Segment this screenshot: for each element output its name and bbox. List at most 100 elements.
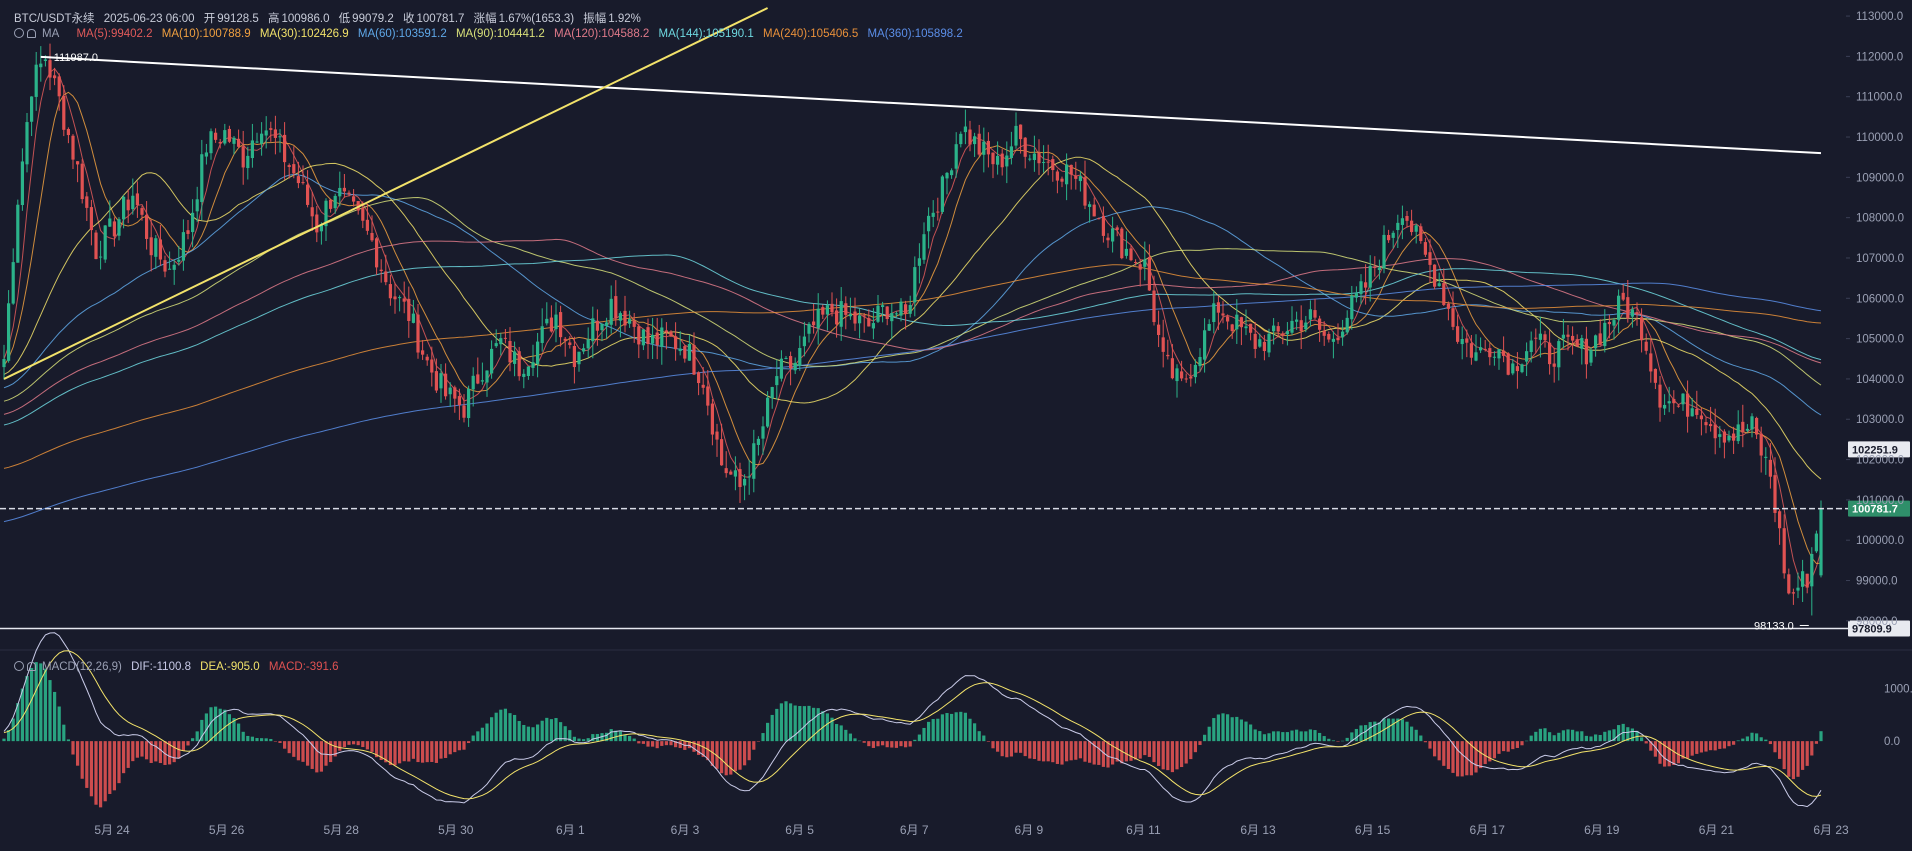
time-axis-label: 6月 15 xyxy=(1355,823,1391,837)
macd-histogram-bar xyxy=(1437,741,1441,761)
candle-body xyxy=(605,322,609,327)
candle-body xyxy=(462,405,466,418)
candle-body xyxy=(683,346,687,359)
candle-body xyxy=(503,337,507,339)
macd-histogram-bar xyxy=(1819,731,1823,742)
macd-histogram-bar xyxy=(48,680,52,742)
candle-body xyxy=(467,388,471,419)
bell-icon[interactable] xyxy=(27,29,36,38)
macd-histogram-bar xyxy=(701,741,705,757)
candle-body xyxy=(1626,297,1630,319)
symbol[interactable]: BTC/USDT永续 xyxy=(14,13,95,25)
candle-body xyxy=(1607,321,1611,325)
candle-body xyxy=(1483,348,1487,350)
macd-histogram-bar xyxy=(1129,741,1133,761)
macd-histogram-bar xyxy=(1239,719,1243,742)
macd-histogram-bar xyxy=(1212,718,1216,742)
macd-histogram-bar xyxy=(94,741,98,805)
candle-body xyxy=(641,329,645,346)
macd-histogram-bar xyxy=(204,713,208,742)
candle-body xyxy=(241,146,245,168)
candle-body xyxy=(1157,324,1161,335)
macd-histogram-bar xyxy=(1028,741,1032,759)
candle-body xyxy=(701,384,705,388)
candle-body xyxy=(1474,352,1478,361)
candle-body xyxy=(264,130,268,136)
macd-histogram-bar xyxy=(53,691,57,742)
candle-body xyxy=(839,301,843,327)
bell-icon[interactable] xyxy=(27,662,36,671)
candle-body xyxy=(802,336,806,347)
macd-histogram-bar xyxy=(1497,741,1501,754)
candle-body xyxy=(977,133,981,155)
open-label: 开 xyxy=(203,13,216,25)
candle-body xyxy=(237,138,241,147)
candle-body xyxy=(655,332,659,346)
candle-body xyxy=(1446,303,1450,309)
candle-body xyxy=(117,219,121,236)
price-tick-label: 113000.0 xyxy=(1856,11,1903,23)
candle-body xyxy=(1400,218,1404,225)
eye-icon[interactable] xyxy=(14,28,24,38)
price-tick-label: 104000.0 xyxy=(1856,374,1904,386)
macd-histogram-bar xyxy=(1336,741,1340,742)
macd-histogram-bar xyxy=(237,723,241,742)
macd-histogram-bar xyxy=(186,741,190,746)
candle-body xyxy=(614,296,618,319)
time-axis-label: 6月 19 xyxy=(1584,823,1620,837)
macd-histogram-bar xyxy=(1249,724,1253,742)
macd-histogram-bar xyxy=(766,722,770,742)
macd-histogram-bar xyxy=(1695,741,1699,754)
price-tick-label: 108000.0 xyxy=(1856,213,1904,225)
macd-histogram-bar xyxy=(1331,740,1335,742)
candle-body xyxy=(775,376,779,386)
candle-body xyxy=(1051,159,1055,171)
macd-histogram-bar xyxy=(1552,735,1556,742)
macd-histogram-bar xyxy=(379,741,383,760)
candle-body xyxy=(365,219,369,231)
open-value: 99128.5 xyxy=(217,13,259,25)
candle-body xyxy=(1341,331,1345,338)
macd-histogram-bar xyxy=(678,741,682,749)
candle-body xyxy=(1180,371,1184,379)
macd-histogram-bar xyxy=(637,741,641,744)
candle-body xyxy=(1437,283,1441,287)
eye-icon[interactable] xyxy=(14,661,24,671)
low-value: 99079.2 xyxy=(352,13,394,25)
macd-histogram-bar xyxy=(1768,741,1772,745)
macd-value: MACD:-391.6 xyxy=(268,661,339,673)
macd-histogram-bar xyxy=(881,741,885,746)
candle-body xyxy=(1612,320,1616,326)
macd-histogram-bar xyxy=(333,741,337,757)
candle-body xyxy=(145,214,149,239)
candle-body xyxy=(1736,424,1740,442)
candle-body xyxy=(996,155,1000,165)
candle-body xyxy=(48,60,52,78)
macd-histogram-bar xyxy=(1667,741,1671,767)
macd-histogram-bar xyxy=(945,713,949,742)
macd-title[interactable]: MACD(12,26,9) xyxy=(42,661,122,673)
candle-body xyxy=(480,380,484,382)
ma144-value: MA(144):105190.1 xyxy=(658,28,754,40)
time-axis-label: 5月 26 xyxy=(209,823,245,837)
macd-histogram-bar xyxy=(342,741,346,748)
macd-histogram-bar xyxy=(1170,741,1174,773)
candle-body xyxy=(825,305,829,315)
candle-body xyxy=(968,129,972,145)
macd-histogram-bar xyxy=(292,741,296,757)
candle-body xyxy=(1281,333,1285,336)
macd-histogram-bar xyxy=(973,723,977,742)
ma-title[interactable]: MA xyxy=(42,28,60,40)
macd-histogram-bar xyxy=(770,714,774,742)
candle-body xyxy=(862,315,866,317)
candle-body xyxy=(292,164,296,174)
macd-histogram-bar xyxy=(1069,741,1073,761)
macd-histogram-bar xyxy=(301,741,305,762)
candle-body xyxy=(1423,242,1427,255)
candle-body xyxy=(1791,592,1795,594)
candle-body xyxy=(830,303,834,313)
macd-histogram-bar xyxy=(200,719,204,742)
candle-body xyxy=(572,346,576,368)
macd-histogram-bar xyxy=(462,741,466,750)
candle-body xyxy=(1336,337,1340,341)
